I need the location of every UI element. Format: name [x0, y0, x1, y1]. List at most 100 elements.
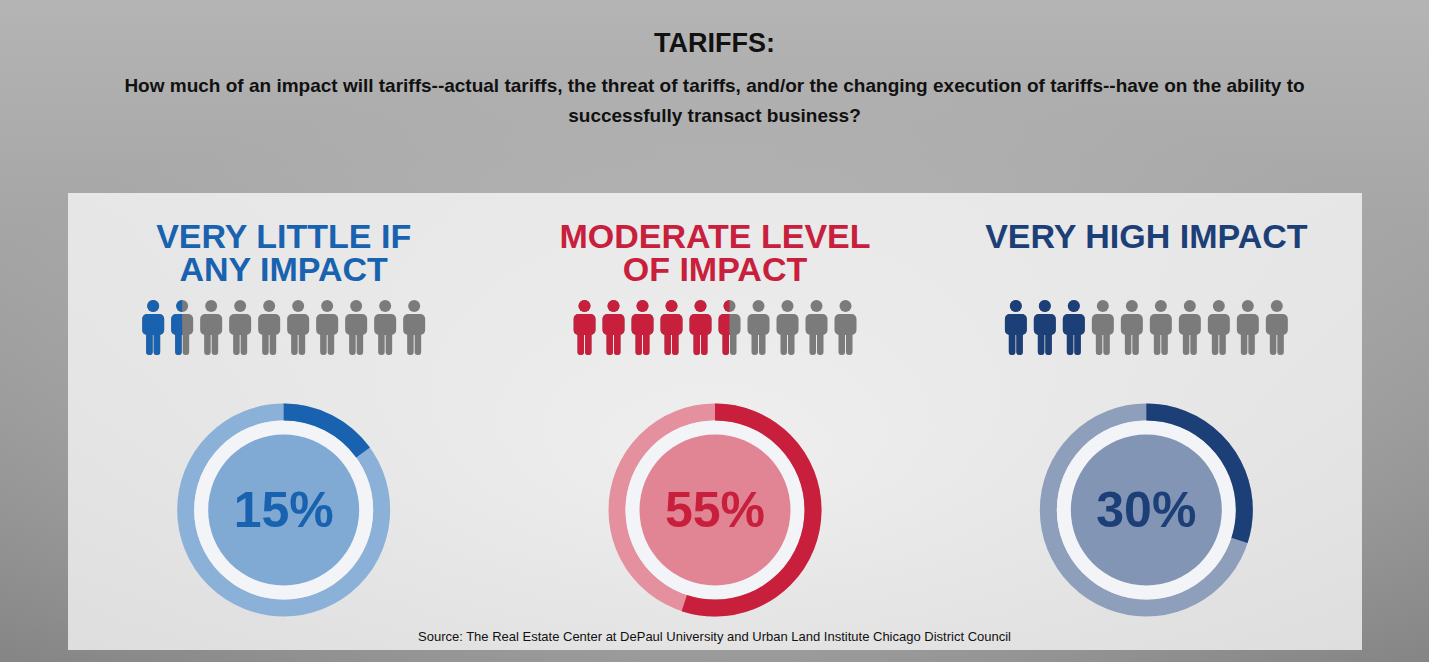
- inner-disc: [1071, 435, 1222, 586]
- person-leg: [1009, 328, 1016, 355]
- person-leg: [415, 328, 422, 355]
- person-head: [1010, 300, 1022, 312]
- person-icon: [287, 300, 309, 355]
- person-leg: [1248, 328, 1255, 355]
- person-leg: [701, 328, 708, 355]
- person-leg: [386, 328, 393, 355]
- person-head: [608, 300, 620, 312]
- person-icon: [661, 300, 683, 355]
- person-leg: [614, 328, 621, 355]
- person-leg: [1074, 328, 1081, 355]
- person-body: [1237, 314, 1259, 335]
- person-icon: [806, 300, 828, 355]
- person-leg: [730, 328, 737, 355]
- person-leg: [328, 328, 335, 355]
- person-head: [1155, 300, 1167, 312]
- person-leg: [1016, 328, 1023, 355]
- person-body: [200, 314, 222, 335]
- person-leg: [636, 328, 643, 355]
- person-body: [777, 314, 799, 335]
- person-leg: [585, 328, 592, 355]
- icons-base: [1005, 300, 1288, 355]
- person-leg: [175, 328, 182, 355]
- person-leg: [1132, 328, 1139, 355]
- person-icon: [1063, 300, 1085, 355]
- ring-arc: [1048, 412, 1244, 608]
- person-leg: [1241, 328, 1248, 355]
- person-leg: [614, 328, 621, 355]
- person-leg: [672, 328, 679, 355]
- person-leg: [357, 328, 364, 355]
- person-icon: [603, 300, 625, 355]
- person-body: [1063, 314, 1085, 335]
- text-line: VERY HIGH IMPACT: [985, 217, 1308, 255]
- person-body: [374, 314, 396, 335]
- person-icon: [1034, 300, 1056, 355]
- person-leg: [1045, 328, 1052, 355]
- person-head: [637, 300, 649, 312]
- person-icon: [258, 300, 280, 355]
- text-line: How much of an impact will tariffs--actu…: [124, 75, 1304, 96]
- person-head: [724, 300, 736, 312]
- person-head: [1213, 300, 1225, 312]
- person-head: [1184, 300, 1196, 312]
- person-head: [292, 300, 304, 312]
- person-leg: [154, 328, 161, 355]
- person-body: [806, 314, 828, 335]
- person-leg: [607, 328, 614, 355]
- person-head: [263, 300, 275, 312]
- person-icon: [1179, 300, 1201, 355]
- person-icon: [1092, 300, 1114, 355]
- person-icon: [690, 300, 712, 355]
- person-leg: [1103, 328, 1110, 355]
- person-leg: [839, 328, 846, 355]
- person-leg: [759, 328, 766, 355]
- person-leg: [1270, 328, 1277, 355]
- person-body: [316, 314, 338, 335]
- text-line: successfully transact business?: [568, 105, 861, 126]
- person-head: [205, 300, 217, 312]
- person-head: [408, 300, 420, 312]
- person-body: [1150, 314, 1172, 335]
- person-leg: [146, 328, 153, 355]
- person-leg: [1016, 328, 1023, 355]
- person-leg: [320, 328, 327, 355]
- person-leg: [241, 328, 248, 355]
- person-icon: [229, 300, 251, 355]
- person-leg: [299, 328, 306, 355]
- person-leg: [146, 328, 153, 355]
- person-body: [661, 314, 683, 335]
- person-icon: [1034, 300, 1056, 355]
- background: [0, 0, 1429, 662]
- ring-track: [186, 412, 382, 608]
- person-leg: [665, 328, 672, 355]
- person-icon: [719, 300, 741, 355]
- person-head: [176, 300, 188, 312]
- person-leg: [1161, 328, 1168, 355]
- person-leg: [607, 328, 614, 355]
- person-leg: [1154, 328, 1161, 355]
- person-head: [379, 300, 391, 312]
- inner-disc: [208, 435, 359, 586]
- person-body: [690, 314, 712, 335]
- person-body: [719, 314, 741, 335]
- person-icon: [690, 300, 712, 355]
- icons-base: [574, 300, 857, 355]
- person-icon: [719, 300, 730, 355]
- person-body: [1092, 314, 1114, 335]
- person-leg: [694, 328, 701, 355]
- person-leg: [154, 328, 161, 355]
- person-icon: [345, 300, 367, 355]
- person-icon: [142, 300, 164, 355]
- ring-track: [1048, 412, 1244, 608]
- person-leg: [788, 328, 795, 355]
- person-icon: [1005, 300, 1027, 355]
- person-body: [287, 314, 309, 335]
- person-head: [1010, 300, 1022, 312]
- person-head: [666, 300, 678, 312]
- person-leg: [1038, 328, 1045, 355]
- ring-track: [617, 412, 813, 608]
- person-body: [1034, 314, 1056, 335]
- person-body: [574, 314, 596, 335]
- ring-gap: [194, 421, 373, 600]
